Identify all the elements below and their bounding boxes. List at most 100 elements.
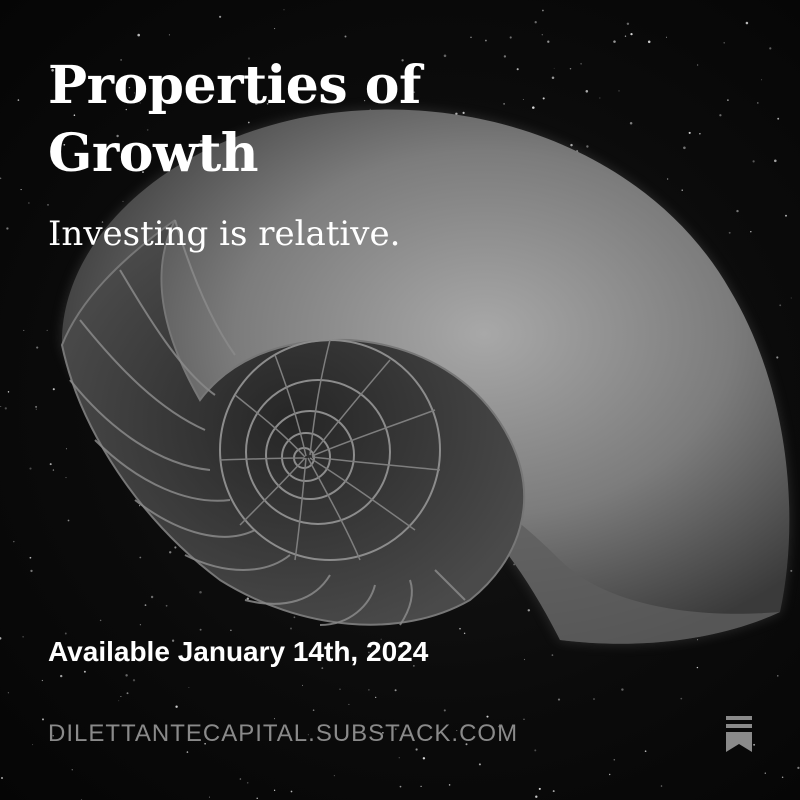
star (49, 463, 52, 466)
star (20, 189, 22, 191)
star (126, 692, 129, 695)
star (125, 108, 127, 111)
star (727, 99, 729, 101)
star (463, 632, 466, 635)
star (0, 406, 2, 407)
star (273, 789, 276, 791)
star (697, 64, 699, 66)
star (17, 99, 20, 101)
star (699, 133, 701, 135)
substack-bookmark-icon[interactable] (724, 716, 754, 752)
star (761, 79, 763, 81)
star (333, 775, 335, 777)
star (534, 21, 537, 24)
star (484, 39, 487, 42)
star (551, 654, 554, 656)
star (348, 703, 350, 705)
star (769, 47, 772, 50)
star (57, 239, 59, 241)
star (629, 122, 633, 125)
star (289, 627, 293, 630)
star (557, 698, 561, 701)
star (30, 569, 33, 573)
star (516, 68, 519, 71)
star (785, 214, 787, 217)
star (736, 209, 739, 213)
star (613, 758, 616, 761)
star (128, 86, 131, 89)
star (144, 604, 147, 606)
star (42, 718, 44, 721)
star (28, 202, 30, 204)
star (199, 628, 202, 631)
star (779, 304, 782, 307)
star (239, 778, 242, 780)
star (401, 59, 404, 62)
star (542, 97, 545, 100)
star (4, 407, 7, 410)
star (99, 619, 102, 622)
star (696, 666, 699, 669)
star (199, 590, 202, 594)
star (339, 688, 341, 690)
star (776, 356, 779, 359)
star (117, 651, 119, 654)
star (790, 297, 792, 299)
star (395, 728, 397, 730)
star (503, 55, 507, 58)
star (23, 329, 25, 331)
star (247, 57, 251, 60)
star (790, 569, 793, 572)
star (219, 15, 222, 18)
star (35, 405, 38, 408)
star (256, 797, 258, 800)
star (522, 99, 524, 100)
star (116, 134, 119, 138)
star (268, 76, 270, 78)
star (375, 696, 377, 699)
star (509, 36, 512, 39)
star (47, 204, 49, 206)
star (52, 735, 54, 737)
star (139, 102, 141, 104)
star (621, 688, 624, 691)
star (580, 62, 583, 65)
star (32, 744, 34, 746)
star (420, 785, 422, 788)
star (120, 696, 122, 697)
star (443, 54, 447, 58)
star (666, 178, 669, 180)
star (644, 750, 647, 753)
star (168, 34, 170, 36)
star (538, 787, 541, 790)
star (513, 563, 515, 566)
star (470, 36, 472, 39)
star (165, 604, 168, 607)
star (681, 189, 683, 191)
star (101, 221, 104, 223)
star (609, 773, 611, 776)
publication-url-link[interactable]: DILETTANTECAPITAL.SUBSTACK.COM (48, 720, 519, 747)
star (146, 129, 149, 131)
star (585, 90, 589, 93)
star (46, 329, 48, 331)
page-title: Properties of Growth (48, 55, 421, 184)
star (551, 76, 555, 79)
star (647, 40, 651, 44)
star (723, 42, 725, 44)
star (777, 117, 780, 120)
star (413, 665, 415, 667)
star (246, 597, 250, 600)
star (52, 388, 55, 391)
star (142, 171, 144, 173)
star (274, 28, 276, 30)
star (368, 689, 370, 691)
star (750, 230, 752, 233)
star (534, 749, 537, 752)
star (394, 689, 397, 692)
star (380, 638, 382, 640)
star (64, 632, 67, 635)
star (13, 540, 15, 543)
